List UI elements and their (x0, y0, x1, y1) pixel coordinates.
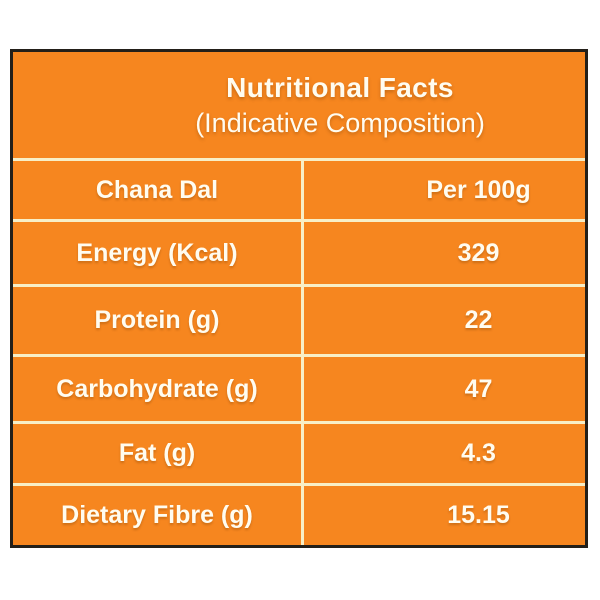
table-row-energy: Energy (Kcal) 329 (13, 222, 585, 287)
header-serving-size: Per 100g (426, 175, 531, 204)
row-value: 329 (457, 238, 500, 267)
table-row-protein: Protein (g) 22 (13, 287, 585, 357)
page-subtitle: (Indicative Composition) (195, 108, 485, 139)
title-block: Nutritional Facts (Indicative Compositio… (13, 52, 585, 161)
row-label: Carbohydrate (g) (13, 357, 304, 421)
row-value: 22 (464, 306, 493, 334)
table-header-row: Chana Dal Per 100g (13, 161, 585, 222)
row-value: 47 (464, 374, 493, 403)
table-row-fat: Fat (g) 4.3 (13, 424, 585, 486)
row-label: Protein (g) (13, 287, 304, 354)
row-value: 15.15 (447, 501, 510, 529)
row-value: 4.3 (461, 439, 496, 467)
row-label: Energy (Kcal) (13, 222, 304, 284)
row-label: Dietary Fibre (g) (13, 486, 304, 545)
header-product-name: Chana Dal (13, 161, 304, 219)
table-row-carbohydrate: Carbohydrate (g) 47 (13, 357, 585, 424)
nutrition-facts-panel: Nutritional Facts (Indicative Compositio… (10, 49, 588, 548)
table-row-dietary-fibre: Dietary Fibre (g) 15.15 (13, 486, 585, 545)
row-label: Fat (g) (13, 424, 304, 483)
page-title: Nutritional Facts (226, 71, 454, 103)
